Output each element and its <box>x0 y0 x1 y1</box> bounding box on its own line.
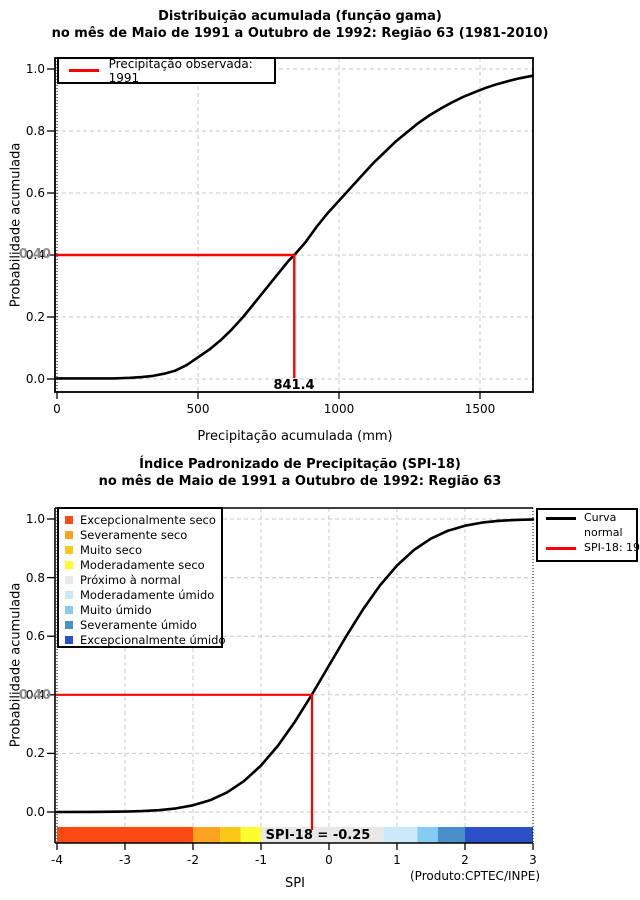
spi-1991-label: SPI-18: 1991 <box>584 541 640 554</box>
top-y-axis-label: Probabilidade acumulada <box>8 142 24 308</box>
category-label: Excepcionalmente úmido <box>80 632 226 647</box>
bottom-right-legend: Curva normal SPI-18: 1991 <box>536 508 640 562</box>
observed-precip-line-sample <box>69 69 99 72</box>
bottom-x-tick-label: 0 <box>325 853 333 867</box>
bottom-x-tick-label: 1 <box>393 853 401 867</box>
top-legend-label: Precipitação observada: 1991 <box>108 56 253 85</box>
top-x-tick-label: 1500 <box>464 402 496 416</box>
legend-item: Severamente úmido <box>59 617 221 632</box>
category-color-swatch <box>65 635 73 644</box>
category-label: Severamente seco <box>80 527 188 542</box>
top-y-tick-label: 0.4 <box>25 248 45 262</box>
top-legend: Precipitação observada: 1991 <box>57 56 276 85</box>
bottom-x-tick-label: -4 <box>51 853 63 867</box>
legend-entry-normal-curve: Curva <box>538 510 636 525</box>
top-x-tick-label: 1000 <box>323 402 355 416</box>
category-label: Próximo à normal <box>80 572 181 587</box>
legend-item: Excepcionalmente seco <box>59 512 221 527</box>
category-color-swatch <box>65 590 73 599</box>
legend-item: Próximo à normal <box>59 572 221 587</box>
category-color-swatch <box>65 575 73 584</box>
product-credit: (Produto:CPTEC/INPE) <box>410 869 540 883</box>
legend-item: Moderadamente seco <box>59 557 221 572</box>
bottom-x-tick-label: -2 <box>187 853 199 867</box>
top-y-tick-label: 0.2 <box>25 310 45 324</box>
category-label: Severamente úmido <box>80 617 197 632</box>
bottom-x-tick-label: -1 <box>255 853 267 867</box>
legend-entry-spi-1991: SPI-18: 1991 <box>538 540 640 555</box>
top-y-tick-label: 1.0 <box>25 62 45 76</box>
top-x-tick-label: 500 <box>186 402 210 416</box>
spi-value-annotation: SPI-18 = -0.25 <box>265 828 371 843</box>
normal-curve-line-sample <box>546 517 576 520</box>
legend-item: Severamente seco <box>59 527 221 542</box>
legend-item: Moderadamente úmido <box>59 587 221 602</box>
legend-item: Muito seco <box>59 542 221 557</box>
category-label: Moderadamente úmido <box>80 587 215 602</box>
top-y-tick-label: 0.6 <box>25 186 45 200</box>
category-color-swatch <box>65 560 73 569</box>
bottom-y-tick-label: 0.4 <box>25 687 45 702</box>
legend-item: Excepcionalmente úmido <box>59 632 225 647</box>
category-label: Excepcionalmente seco <box>80 512 216 527</box>
category-color-swatch <box>65 620 73 629</box>
bottom-x-tick-label: -3 <box>119 853 131 867</box>
category-color-swatch <box>65 530 73 539</box>
bottom-chart-title: Índice Padronizado de Precipitação (SPI-… <box>139 457 461 472</box>
bottom-y-tick-label: 0.6 <box>25 629 45 644</box>
spi-1991-line-sample <box>546 547 576 550</box>
bottom-probability-marker-label: 0.40 <box>18 688 51 703</box>
category-label: Moderadamente seco <box>80 557 205 572</box>
category-color-swatch <box>65 545 73 554</box>
legend-entry-normal-curve-line2: normal <box>538 525 636 540</box>
top-x-tick-label: 0 <box>53 402 61 416</box>
bottom-y-tick-label: 0.2 <box>25 746 45 761</box>
bottom-y-tick-label: 0.0 <box>25 805 45 819</box>
category-label: Muito úmido <box>80 602 152 617</box>
legend-item: Muito úmido <box>59 602 221 617</box>
top-x-axis-label: Precipitação acumulada (mm) <box>197 429 393 444</box>
category-label: Muito seco <box>80 542 143 557</box>
bottom-chart-subtitle: no mês de Maio de 1991 a Outubro de 1992… <box>98 474 502 489</box>
top-probability-marker-label: 0.40 <box>18 247 51 262</box>
top-y-tick-label: 0.8 <box>25 124 45 138</box>
category-color-swatch <box>65 605 73 614</box>
category-color-swatch <box>65 515 73 524</box>
bottom-y-tick-label: 0.8 <box>25 570 45 585</box>
bottom-x-tick-label: 2 <box>461 853 469 867</box>
spi-category-legend: Excepcionalmente seco Severamente seco Mui… <box>57 507 225 648</box>
top-precip-marker-label: 841.4 <box>273 378 315 393</box>
bottom-y-axis-label: Probabilidade acumulada <box>8 582 24 748</box>
top-chart-title: Distribuição acumulada (função gama) <box>158 9 442 24</box>
bottom-y-tick-label: 1.0 <box>25 512 45 526</box>
bottom-x-axis-label: SPI <box>285 876 305 891</box>
top-y-tick-label: 0.0 <box>25 372 45 386</box>
normal-curve-label-line1: Curva <box>584 511 617 524</box>
top-chart-subtitle: no mês de Maio de 1991 a Outubro de 1992… <box>51 26 549 41</box>
normal-curve-label-line2: normal <box>584 526 623 539</box>
bottom-x-tick-label: 3 <box>529 853 537 867</box>
